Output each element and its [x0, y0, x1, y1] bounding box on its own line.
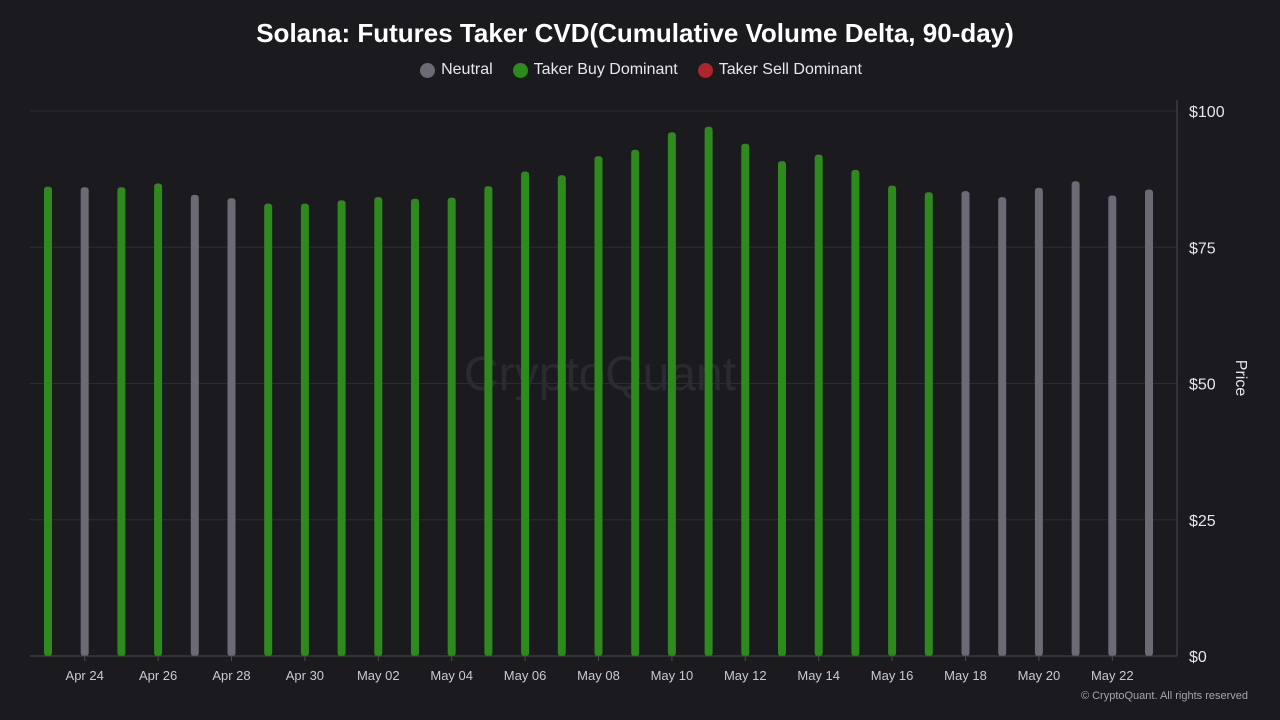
- bar[interactable]: [154, 183, 163, 657]
- legend-label-neutral: Neutral: [441, 61, 493, 78]
- bars-group: [44, 126, 1153, 657]
- x-tick-label: May 10: [651, 668, 694, 683]
- bar[interactable]: [1108, 195, 1117, 656]
- legend-label-taker-buy: Taker Buy Dominant: [533, 61, 678, 78]
- bar[interactable]: [667, 132, 676, 656]
- legend-dot-neutral: [420, 62, 436, 78]
- bar[interactable]: [411, 198, 419, 656]
- bar[interactable]: [1071, 181, 1080, 656]
- x-tick-label: May 14: [797, 668, 840, 683]
- x-tick-label: May 16: [871, 668, 914, 683]
- chart-title: Solana: Futures Taker CVD(Cumulative Vol…: [256, 18, 1014, 48]
- x-tick-label: May 20: [1018, 668, 1061, 683]
- bar[interactable]: [44, 186, 52, 656]
- bar[interactable]: [631, 149, 640, 656]
- copyright-footer: © CryptoQuant. All rights reserved: [1080, 690, 1248, 702]
- y-tick-label: $0: [1189, 649, 1207, 666]
- legend-item-taker-sell[interactable]: Taker Sell Dominant: [697, 61, 862, 79]
- bar[interactable]: [704, 126, 713, 657]
- bar[interactable]: [1034, 187, 1043, 656]
- y-axis-title: Price: [1232, 360, 1249, 397]
- x-tick-label: Apr 26: [139, 668, 177, 683]
- bar[interactable]: [778, 161, 786, 656]
- x-tick-label: Apr 28: [212, 668, 250, 683]
- bar[interactable]: [998, 197, 1007, 657]
- x-tick-label: Apr 30: [286, 668, 324, 683]
- bar[interactable]: [594, 156, 603, 657]
- bar[interactable]: [264, 203, 273, 656]
- bar[interactable]: [337, 200, 346, 656]
- bar[interactable]: [1145, 189, 1153, 657]
- y-axis-ticks: $0 $25 $50 $75 $100: [1189, 104, 1225, 666]
- legend-label-taker-sell: Taker Sell Dominant: [718, 61, 862, 78]
- bar[interactable]: [851, 169, 860, 657]
- x-axis-ticks: Apr 24 Apr 26 Apr 28 Apr 30 May 02 May 04 May …: [66, 656, 1134, 683]
- legend-item-neutral[interactable]: Neutral: [420, 61, 493, 79]
- y-tick-label: $75: [1189, 240, 1216, 257]
- bar[interactable]: [741, 143, 750, 656]
- bar[interactable]: [521, 171, 530, 656]
- bar[interactable]: [80, 187, 89, 657]
- x-tick-label: May 08: [577, 668, 620, 683]
- y-tick-label: $50: [1189, 377, 1216, 394]
- y-tick-label: $100: [1189, 104, 1225, 121]
- bar[interactable]: [227, 198, 236, 656]
- bar[interactable]: [814, 154, 823, 656]
- bar[interactable]: [888, 185, 897, 657]
- legend-dot-taker-buy: [512, 62, 528, 78]
- x-tick-label: May 04: [430, 668, 473, 683]
- x-tick-label: May 02: [357, 668, 400, 683]
- bar[interactable]: [924, 192, 933, 656]
- bar[interactable]: [117, 187, 126, 657]
- bar[interactable]: [300, 203, 309, 656]
- legend-item-taker-buy[interactable]: Taker Buy Dominant: [512, 61, 678, 79]
- x-tick-label: May 18: [944, 668, 987, 683]
- x-tick-label: May 12: [724, 668, 767, 683]
- bar[interactable]: [374, 197, 383, 657]
- y-tick-label: $25: [1189, 513, 1216, 530]
- bar[interactable]: [484, 186, 493, 656]
- x-tick-label: Apr 24: [66, 668, 104, 683]
- legend-dot-taker-sell: [697, 62, 713, 78]
- legend: Neutral Taker Buy Dominant Taker Sell Do…: [0, 61, 1280, 79]
- x-tick-label: May 06: [504, 668, 547, 683]
- bar[interactable]: [447, 197, 456, 656]
- bar[interactable]: [190, 194, 199, 656]
- bar[interactable]: [557, 175, 566, 656]
- bar[interactable]: [961, 191, 970, 657]
- x-tick-label: May 22: [1091, 668, 1134, 683]
